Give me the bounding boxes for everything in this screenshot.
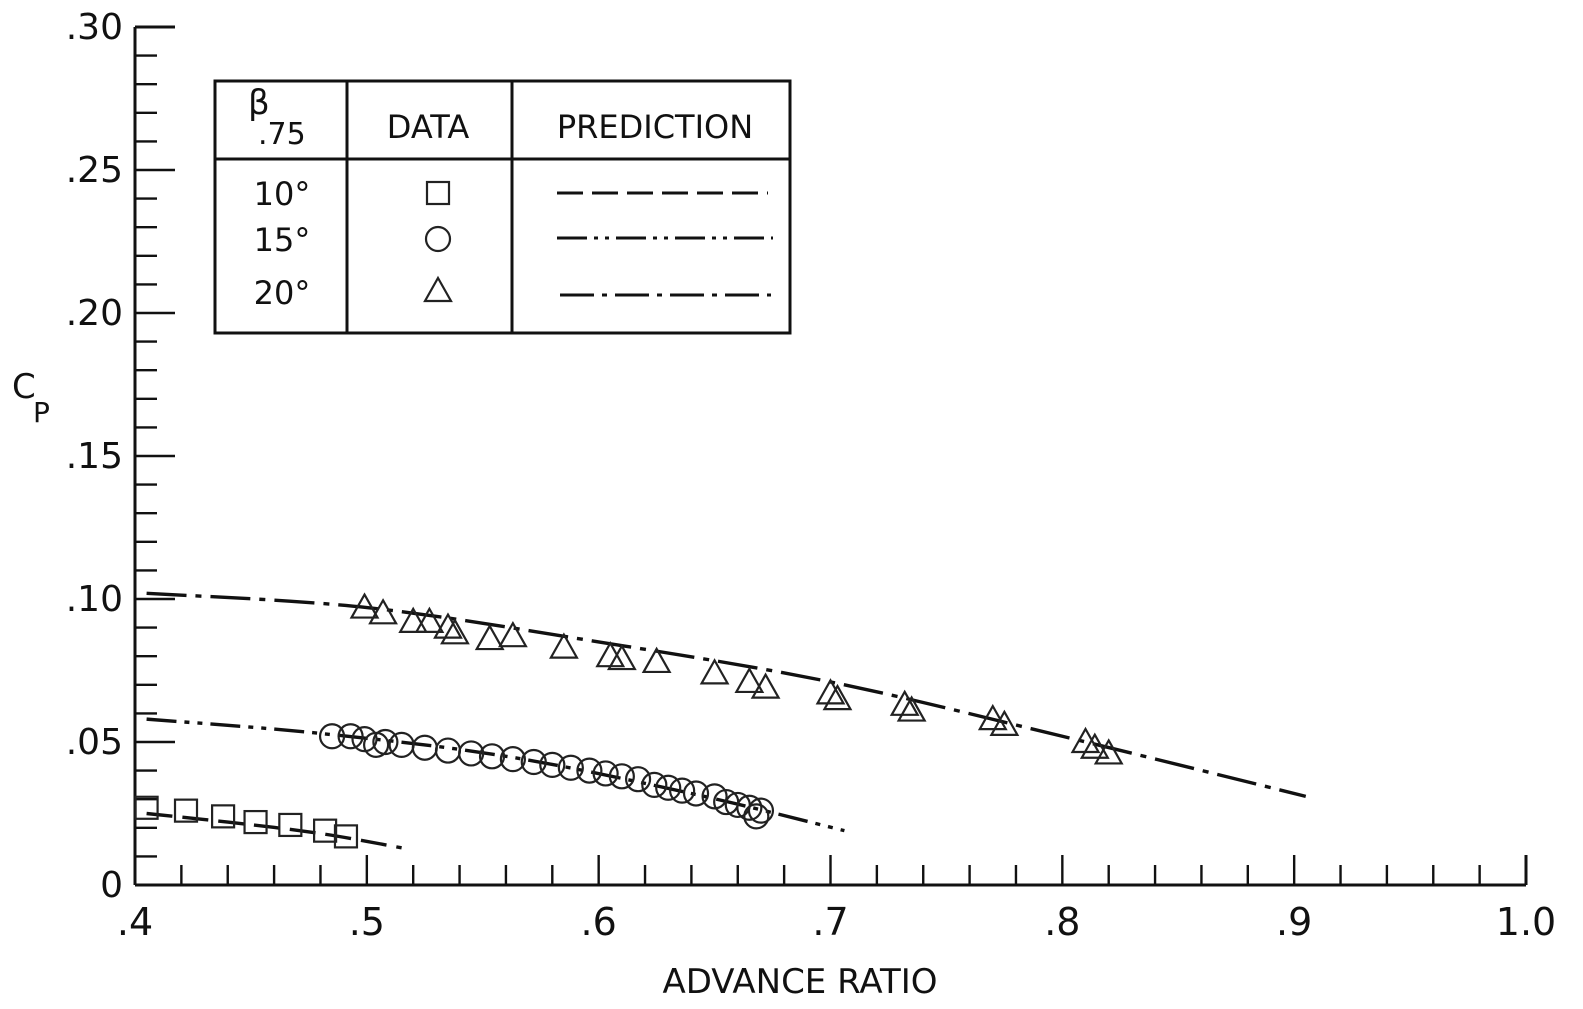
data-point-triangle: [433, 612, 463, 639]
data-point-circle: [747, 797, 775, 824]
y-ticks: 0 .05 .10 .15 .20 .25 .30: [66, 7, 175, 906]
legend-box: [213, 79, 792, 335]
data-point-triangle: [498, 620, 528, 648]
data-point-square: [278, 812, 303, 838]
data-point-circle: [624, 766, 652, 793]
data-point-square: [313, 818, 338, 843]
data-point-circle: [701, 783, 728, 810]
legend-header-prediction: PREDICTION: [557, 108, 753, 146]
y-tick-label: .10: [66, 579, 123, 620]
x-tick-label: .8: [1044, 900, 1080, 944]
data-point-triangle: [368, 598, 398, 625]
legend: β .75 DATA PREDICTION 10° 15° 20°: [213, 79, 792, 335]
data-point-circle: [478, 743, 506, 770]
legend-header-beta: β: [248, 83, 270, 123]
data-point-triangle: [889, 689, 920, 716]
data-point-triangle: [896, 695, 927, 722]
data-point-circle: [669, 777, 696, 804]
y-tick-label: .30: [66, 7, 123, 48]
data-point-circle: [592, 760, 619, 787]
data-point-circle: [655, 774, 682, 801]
data-point-circle: [318, 723, 346, 750]
data-point-square: [333, 824, 359, 849]
data-point-circle: [337, 723, 364, 750]
data-point-circle: [499, 746, 526, 773]
data-point-triangle: [414, 606, 445, 633]
y-tick-label: .20: [66, 293, 123, 334]
legend-header-data: DATA: [387, 108, 470, 146]
legend-header-beta-sub: .75: [258, 117, 306, 152]
legend-angle-20: 20°: [254, 274, 311, 312]
data-point-triangle: [474, 623, 505, 651]
data-point-circle: [458, 740, 485, 767]
data-point-triangle: [1079, 732, 1110, 759]
data-point-square: [243, 809, 268, 835]
y-tick-label: .25: [66, 150, 123, 191]
x-tick-label: 1.0: [1496, 900, 1556, 944]
x-tick-label: .6: [581, 900, 617, 944]
legend-square-marker: [425, 180, 451, 206]
data-point-circle: [641, 771, 668, 799]
svg-text:C: C: [12, 367, 36, 407]
data-point-circle: [351, 726, 378, 753]
data-point-circle: [736, 794, 763, 821]
data-point-circle: [411, 734, 438, 761]
data-point-triangle: [989, 709, 1020, 736]
data-point-triangle: [1093, 738, 1124, 765]
legend-angle-10: 10°: [254, 175, 311, 213]
data-point-triangle: [349, 592, 380, 619]
data-markers: [134, 592, 1124, 849]
data-point-circle: [682, 780, 710, 807]
x-tick-label: .5: [349, 900, 385, 944]
data-point-circle: [743, 803, 770, 830]
data-point-triangle: [641, 646, 672, 674]
legend-circle-marker: [424, 225, 452, 253]
y-tick-label: .15: [66, 436, 123, 477]
data-point-triangle: [398, 606, 429, 633]
data-point-triangle: [1070, 726, 1101, 754]
prediction-curve-square: [146, 811, 402, 850]
x-ticks: .4 .5 .6 .7 .8 .9 1.0: [117, 855, 1556, 944]
data-point-triangle: [822, 683, 853, 711]
data-point-circle: [557, 754, 584, 781]
x-tick-label: .4: [117, 900, 153, 944]
x-tick-label: .7: [812, 900, 848, 944]
svg-text:P: P: [33, 396, 50, 429]
data-point-triangle: [606, 643, 637, 671]
data-point-triangle: [440, 618, 470, 645]
data-point-circle: [608, 763, 635, 790]
data-point-square: [173, 798, 199, 823]
data-point-triangle: [734, 666, 765, 694]
data-point-circle: [372, 728, 399, 756]
data-point-triangle: [815, 678, 846, 705]
data-point-triangle: [977, 703, 1008, 731]
data-point-square: [210, 804, 236, 829]
data-point-circle: [576, 757, 603, 784]
x-axis-title: ADVANCE RATIO: [662, 962, 937, 1002]
prediction-curve-triangle: [146, 591, 1307, 798]
data-point-triangle: [750, 672, 781, 699]
legend-angle-15: 15°: [254, 221, 311, 259]
data-point-circle: [539, 751, 566, 778]
legend-triangle-marker: [423, 275, 453, 303]
y-axis-title: C P: [12, 367, 50, 429]
data-point-square: [134, 795, 159, 820]
data-point-circle: [520, 748, 547, 776]
x-tick-label: .9: [1276, 900, 1312, 944]
data-point-triangle: [549, 632, 579, 659]
y-tick-label: .05: [66, 722, 123, 763]
y-tick-label: 0: [100, 865, 123, 906]
data-point-triangle: [699, 658, 730, 685]
